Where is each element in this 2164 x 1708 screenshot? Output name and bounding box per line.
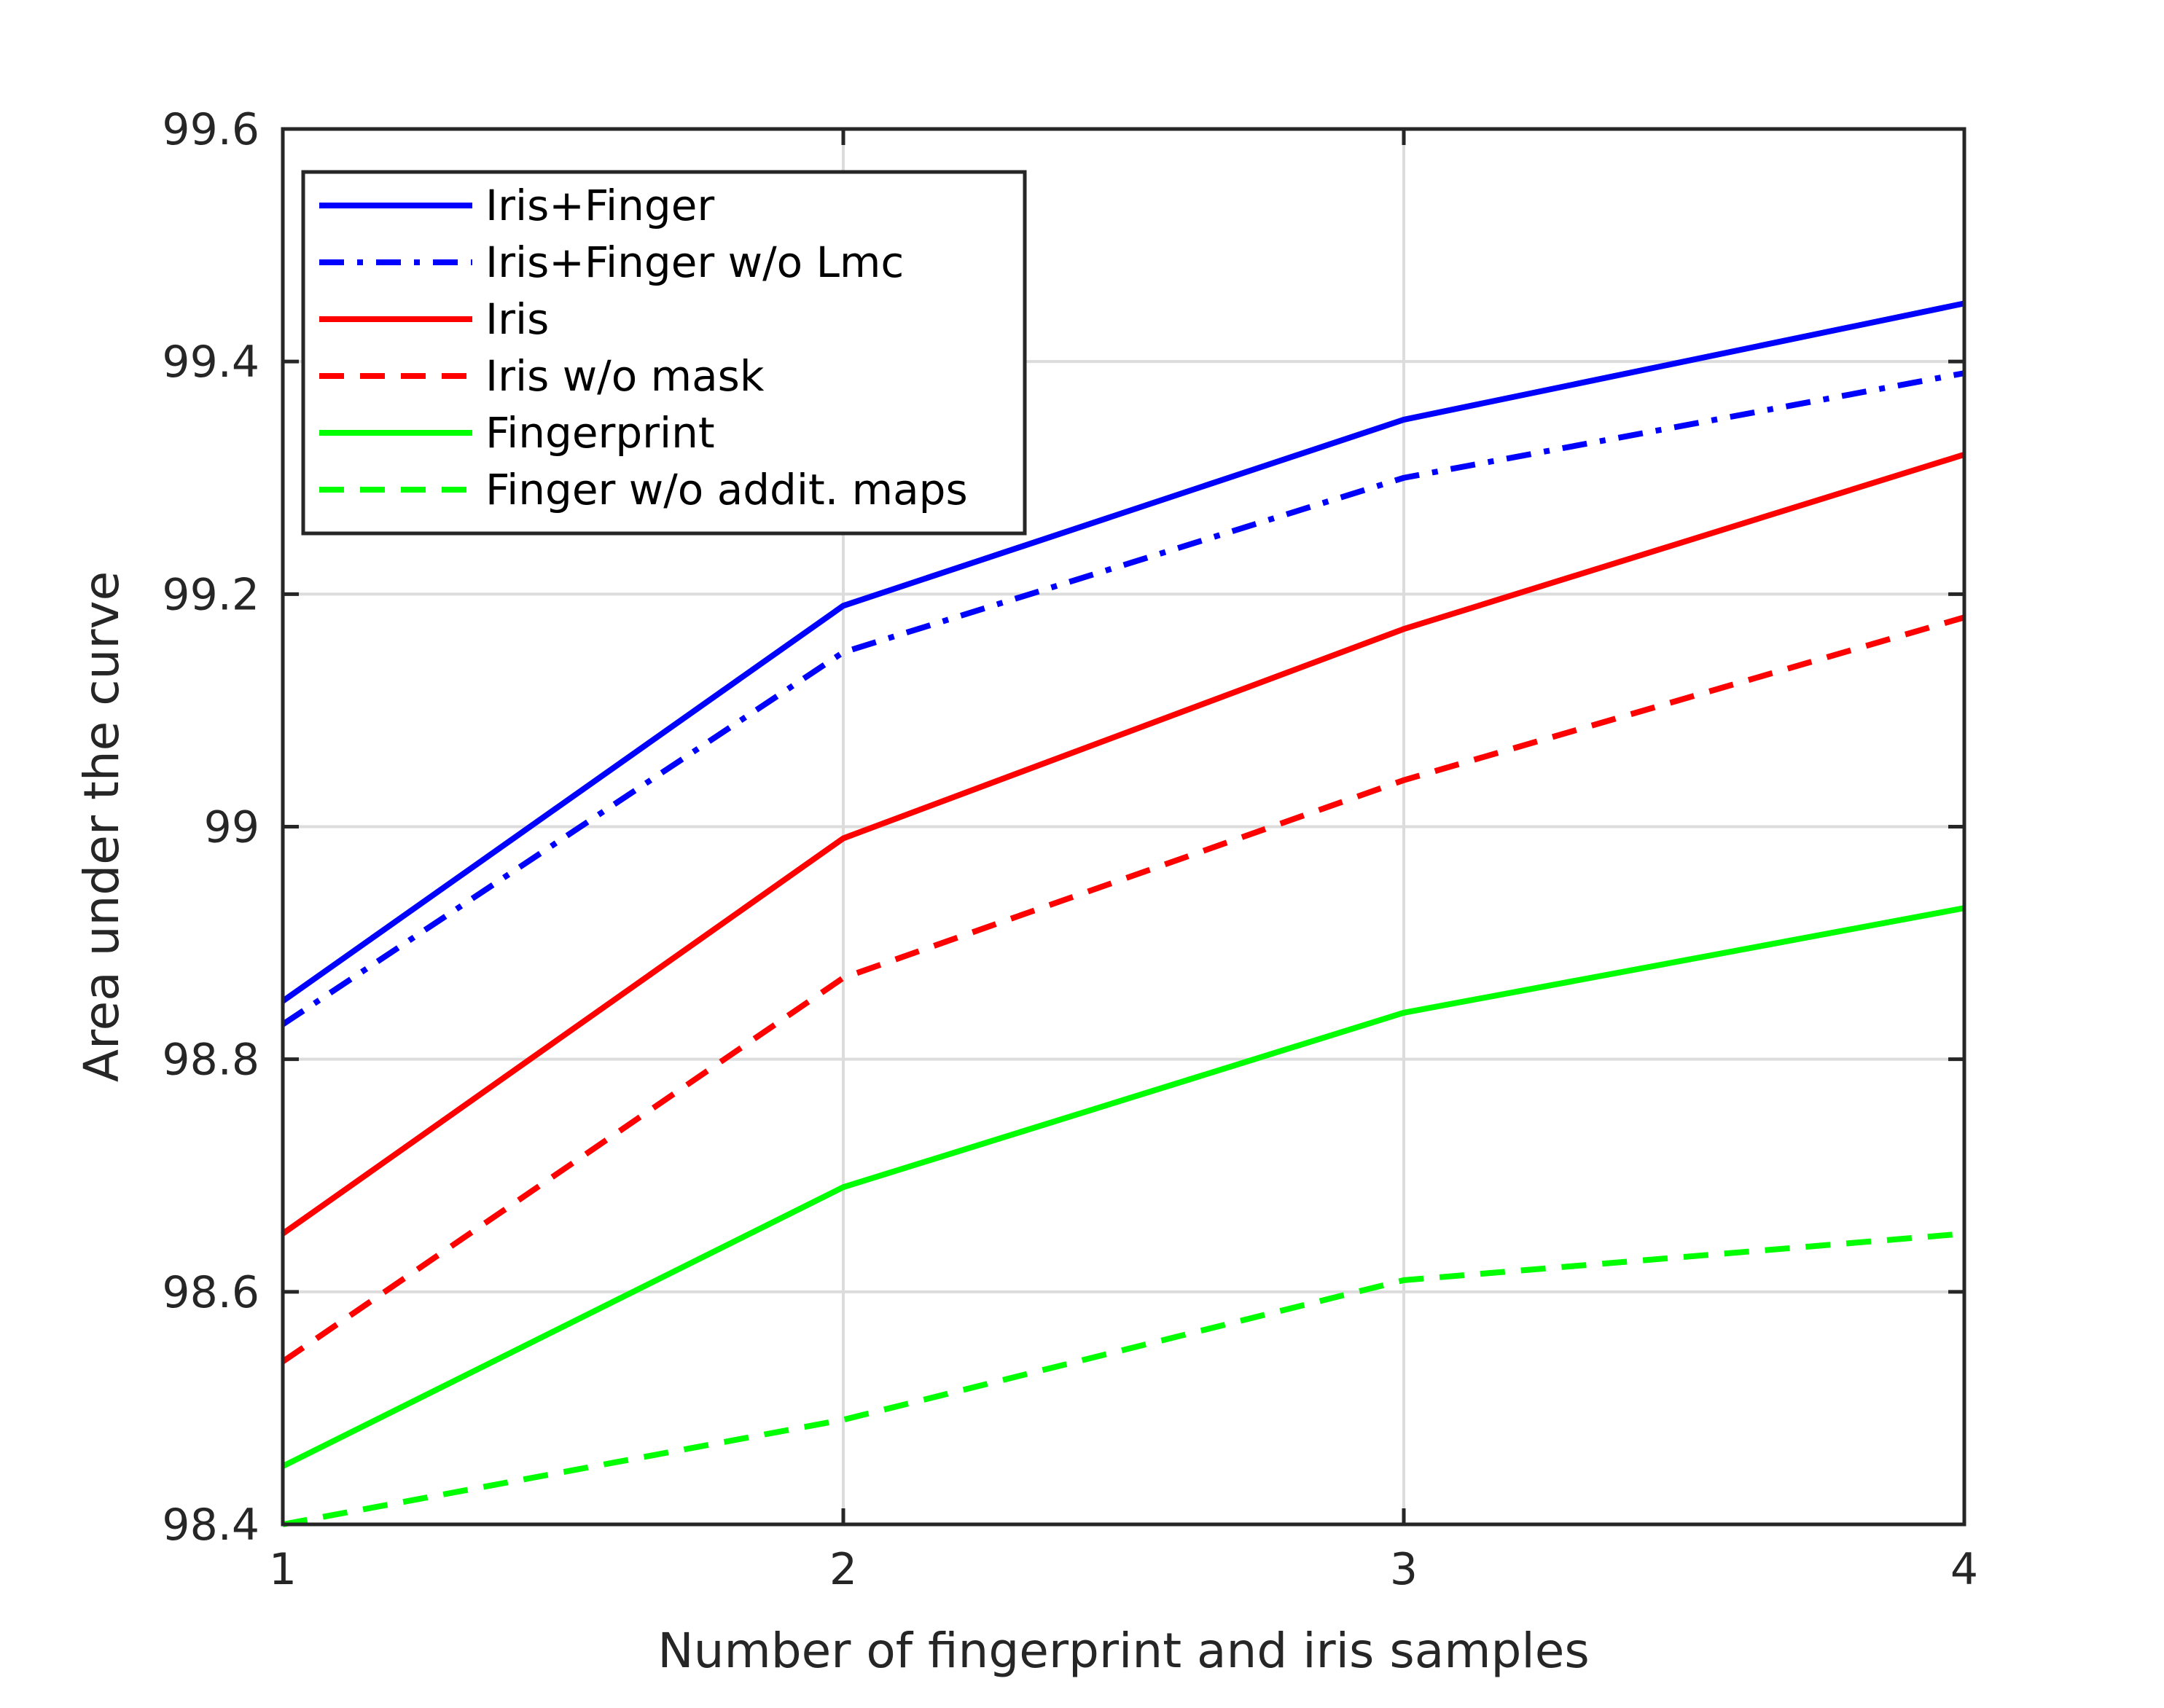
legend-label-6: Finger w/o addit. maps	[485, 465, 968, 514]
series-group	[281, 300, 1966, 1527]
x-tick-label: 1	[269, 1544, 297, 1595]
y-tick-label: 98.4	[162, 1500, 259, 1551]
x-axis-title: Number of fingerprint and iris samples	[657, 1623, 1589, 1679]
series-line-3	[281, 452, 1966, 1237]
legend-label-1: Iris+Finger	[485, 181, 714, 230]
y-tick-label: 99.4	[162, 337, 259, 388]
series-line-5	[281, 905, 1965, 1469]
axis-ticks: 1 2 3 4 98.4 98.6 98.8 99 99.2 99.4 99.6	[162, 104, 1978, 1595]
legend-label-4: Iris w/o mask	[485, 351, 765, 401]
y-tick-label: 99.2	[162, 569, 259, 620]
legend-label-3: Iris	[485, 294, 549, 344]
series-line-1	[281, 300, 1965, 1004]
legend-label-2: Iris+Finger w/o Lmc	[485, 238, 904, 287]
y-tick-label: 99	[204, 802, 259, 853]
x-tick-label: 3	[1390, 1544, 1418, 1595]
y-tick-label: 99.6	[162, 104, 259, 155]
legend-label-5: Fingerprint	[485, 408, 715, 458]
legend: Iris+Finger Iris+Finger w/o Lmc Iris Iris w…	[301, 170, 1027, 536]
legend-box	[301, 170, 1027, 536]
series-line-4	[281, 614, 1966, 1364]
y-tick-label: 98.6	[162, 1267, 259, 1318]
y-axis-title: Area under the curve	[74, 571, 130, 1082]
series-line-6	[282, 1231, 1965, 1527]
y-tick-label: 98.8	[162, 1035, 259, 1086]
x-tick-label: 2	[829, 1544, 857, 1595]
series-line-2	[281, 370, 1965, 1027]
x-tick-label: 4	[1950, 1544, 1978, 1595]
